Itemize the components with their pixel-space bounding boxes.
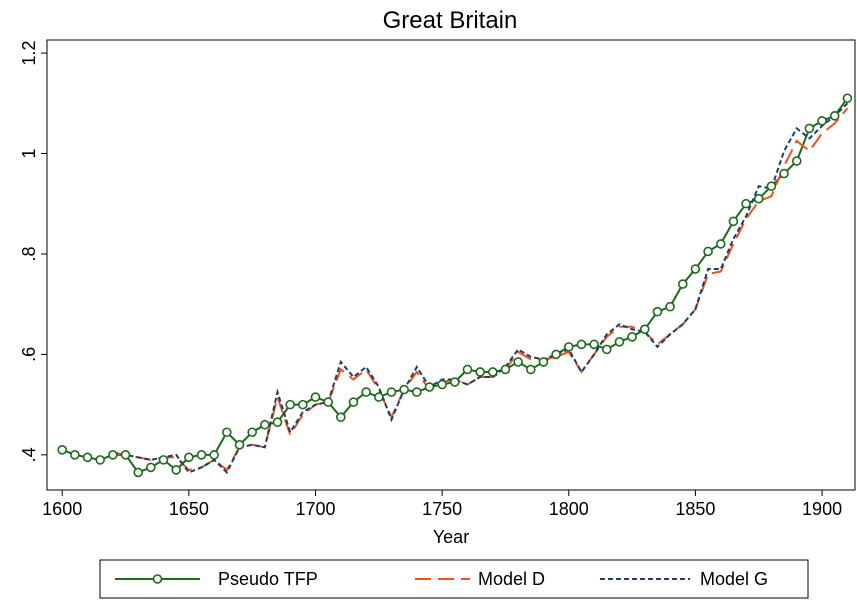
data-point <box>323 397 333 407</box>
data-point <box>538 357 549 367</box>
data-point <box>690 264 701 274</box>
x-tick-label: 1700 <box>295 499 335 519</box>
data-point <box>386 387 397 397</box>
y-tick-label: .6 <box>19 347 39 362</box>
y-tick-label: .8 <box>19 246 39 261</box>
data-point <box>82 452 93 463</box>
data-point <box>272 417 283 427</box>
x-axis-label: Year <box>433 527 469 547</box>
x-tick-label: 1850 <box>675 499 715 519</box>
data-point <box>310 392 321 402</box>
data-point <box>779 168 789 179</box>
data-point <box>348 397 359 407</box>
data-point <box>298 399 308 410</box>
data-point <box>475 367 485 377</box>
data-point <box>95 455 105 465</box>
data-point <box>500 364 511 375</box>
data-point <box>665 301 675 312</box>
data-point <box>589 339 599 350</box>
data-point <box>513 357 523 367</box>
legend-marker <box>152 574 163 584</box>
data-point <box>260 419 270 430</box>
data-point <box>627 332 637 342</box>
data-point <box>146 462 156 473</box>
data-point <box>829 111 840 121</box>
data-point <box>196 450 207 460</box>
x-tick-label: 1750 <box>422 499 462 519</box>
data-point <box>728 216 739 227</box>
data-point <box>336 412 346 422</box>
data-point <box>449 377 460 387</box>
data-point <box>158 455 169 465</box>
legend-label: Model G <box>700 569 768 589</box>
data-point <box>437 379 447 390</box>
data-point <box>766 181 777 191</box>
data-point <box>715 239 726 249</box>
data-point <box>487 367 498 377</box>
data-point <box>57 445 67 455</box>
data-point <box>614 337 625 347</box>
data-point <box>842 93 853 104</box>
data-point <box>374 392 384 402</box>
data-point <box>462 364 473 375</box>
data-point <box>563 342 574 352</box>
data-point <box>361 387 371 397</box>
data-point <box>677 279 688 289</box>
data-point <box>133 467 143 478</box>
data-point <box>108 450 118 460</box>
y-tick-label: .4 <box>19 447 39 462</box>
series-line <box>112 102 849 475</box>
data-point <box>791 156 802 166</box>
x-tick-label: 1600 <box>42 499 82 519</box>
chart-title: Great Britain <box>383 7 518 34</box>
data-point <box>753 193 764 204</box>
data-point <box>741 198 751 209</box>
series-line <box>112 107 849 472</box>
data-point <box>817 116 827 126</box>
plot-frame <box>46 39 856 491</box>
data-point <box>551 349 561 360</box>
data-point <box>703 246 713 257</box>
y-tick-label: 1 <box>19 148 39 158</box>
data-point <box>525 364 536 375</box>
data-point <box>171 465 181 475</box>
data-point <box>412 387 422 397</box>
data-point <box>70 450 80 460</box>
data-point <box>399 384 409 395</box>
data-point <box>209 450 219 460</box>
data-point <box>576 339 587 350</box>
data-point <box>601 344 612 355</box>
data-point <box>804 123 815 134</box>
data-point <box>184 452 194 463</box>
data-point <box>639 324 650 335</box>
data-point <box>222 427 232 438</box>
data-point <box>424 382 435 392</box>
data-point <box>652 306 663 317</box>
data-point <box>234 439 245 450</box>
legend-label: Pseudo TFP <box>218 569 318 589</box>
x-tick-label: 1800 <box>549 499 589 519</box>
data-point <box>247 427 257 438</box>
data-point <box>120 450 131 460</box>
y-tick-label: 1.2 <box>19 41 39 66</box>
data-point <box>285 399 295 410</box>
x-tick-label: 1650 <box>169 499 209 519</box>
legend-label: Model D <box>478 569 545 589</box>
x-tick-label: 1900 <box>802 499 842 519</box>
